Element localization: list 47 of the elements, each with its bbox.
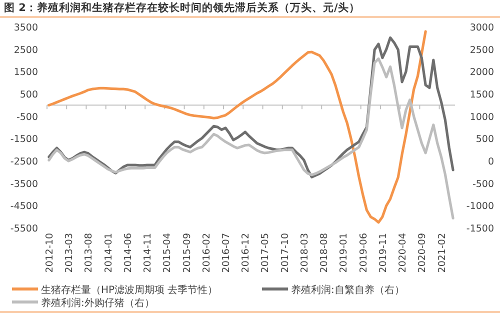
line-series [48,57,454,220]
y-tick-label: -4500 [10,201,38,212]
y2-tick-label: 1500 [470,90,494,100]
y-tick-label: -500 [16,112,38,123]
x-tick-label: 2013-08 [84,233,95,273]
legend-label: 养殖利润:自繁自养（右） [291,284,404,296]
y2-tick-label: -1000 [466,201,494,212]
x-tick-label: 2019-11 [378,233,389,273]
x-tick-label: 2014-01 [103,233,114,273]
x-tick-label: 2016-02 [201,233,212,273]
x-tick-label: 2016-07 [221,233,232,273]
x-tick-label: 2017-10 [280,233,291,273]
y2-tick-label: 500 [476,134,494,146]
y-tick-label: 500 [20,90,38,100]
x-tick-label: 2020-09 [417,233,428,273]
legend-label: 生猪存栏量（HP滤波周期项 去季节性） [41,284,218,296]
x-tick-label: 2014-06 [122,233,134,273]
line-series [48,30,427,224]
y-tick-label: 1500 [14,67,38,78]
x-tick-label: 2013-03 [64,233,76,273]
x-tick-label: 2020-04 [398,233,409,273]
x-tick-label: 2018-08 [319,233,330,273]
x-tick-label: 2019-06 [358,233,370,273]
y-tick-label: -2500 [10,156,38,168]
x-tick-label: 2018-03 [299,233,310,273]
x-tick-label: 2021-02 [436,233,448,273]
chart-title: 图 2：养殖利润和生猪存栏存在较长时间的领先滞后关系（万头、元/头） [4,1,360,14]
x-tick-label: 2019-01 [338,233,350,273]
y2-tick-label: 1000 [470,112,494,123]
y-tick-label: 2500 [14,44,38,56]
x-tick-label: 2015-09 [182,233,193,273]
y2-tick-label: 2500 [470,44,494,56]
x-tick-label: 2015-04 [162,233,174,273]
legend-label: 养殖利润:外购仔猪（右） [41,297,154,309]
y-tick-label: -5500 [10,224,38,234]
y2-tick-label: -500 [472,178,494,190]
y2-tick-label: 3000 [470,22,494,34]
y-tick-label: 3500 [14,22,38,34]
x-tick-label: 2017-05 [260,233,272,273]
x-tick-label: 2014-11 [142,233,154,273]
y2-tick-label: 0 [488,156,494,168]
x-tick-label: 2016-12 [240,233,252,273]
y-tick-label: -3500 [10,178,38,190]
y2-tick-label: -1500 [466,224,494,234]
y-tick-label: -1500 [10,134,38,146]
y2-tick-label: 2000 [470,67,494,78]
x-tick-label: 2012-10 [44,233,56,273]
